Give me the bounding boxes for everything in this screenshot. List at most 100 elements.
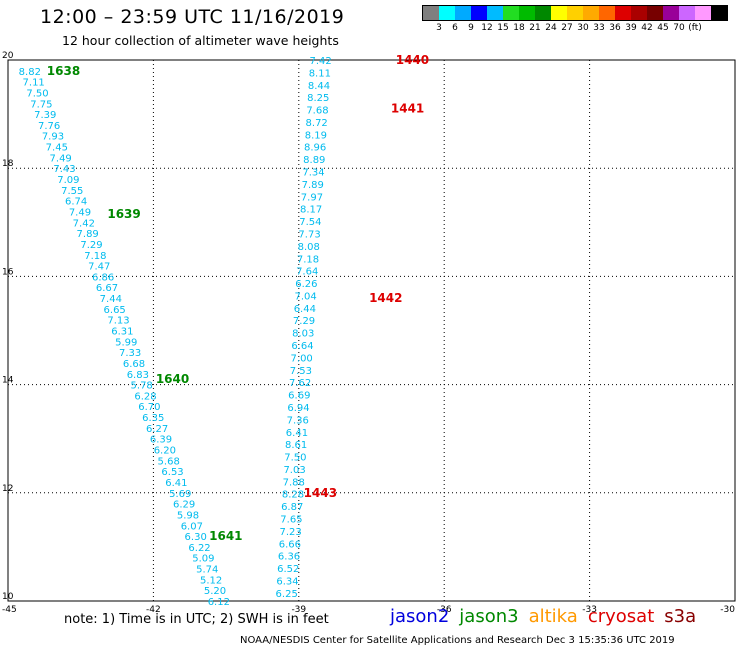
swh-value: 7.97 <box>301 192 323 203</box>
lon-tick-label: -42 <box>146 605 161 615</box>
swh-value: 6.25 <box>276 589 298 600</box>
swh-value: 7.29 <box>80 240 102 251</box>
swh-value: 6.70 <box>138 402 160 413</box>
satellite-legend-altika: altika <box>528 606 578 627</box>
legend-swatch <box>551 6 567 20</box>
legend-label: 39 <box>625 23 637 33</box>
swh-value: 6.12 <box>208 597 230 608</box>
pass-time-label: 1640 <box>156 372 189 386</box>
legend-label: 21 <box>529 23 541 33</box>
swh-value: 5.69 <box>169 489 191 500</box>
legend-label: 45 <box>657 23 669 33</box>
legend-swatch <box>711 6 727 20</box>
satellite-legend-jason3: jason3 <box>459 606 519 627</box>
swh-value: 7.18 <box>297 254 319 265</box>
legend-swatches <box>422 5 728 21</box>
lat-tick-label: 10 <box>2 592 14 602</box>
lon-tick-label: -45 <box>2 605 17 615</box>
lat-tick-label: 18 <box>2 159 14 169</box>
swh-value: 7.73 <box>298 229 320 240</box>
legend-label: 42 <box>641 23 653 33</box>
legend-label: 18 <box>513 23 525 33</box>
swh-value: 6.29 <box>173 500 195 511</box>
swh-value: 7.29 <box>293 316 315 327</box>
swh-value: 6.52 <box>277 564 299 575</box>
legend-swatch <box>439 6 455 20</box>
swh-value: 7.49 <box>50 153 72 164</box>
swh-value: 5.12 <box>200 575 222 586</box>
swh-value: 7.55 <box>61 186 83 197</box>
legend-swatch <box>471 6 487 20</box>
swh-value: 8.11 <box>309 68 331 79</box>
swh-value: 7.64 <box>296 267 318 278</box>
legend-label: 3 <box>436 23 442 33</box>
legend-swatch <box>631 6 647 20</box>
swh-value: 6.66 <box>279 539 301 550</box>
swh-value: 7.45 <box>46 143 68 154</box>
swh-value: 7.75 <box>30 99 52 110</box>
legend-label: 12 <box>481 23 493 33</box>
pass-time-label: 1443 <box>304 486 337 500</box>
lat-tick-label: 14 <box>2 376 14 386</box>
swh-value: 8.89 <box>303 155 325 166</box>
swh-value: 7.00 <box>291 353 313 364</box>
swh-value: 7.13 <box>107 316 129 327</box>
legend-swatch <box>503 6 519 20</box>
pass-time-label: 1442 <box>369 291 402 305</box>
legend-label: 30 <box>577 23 589 33</box>
lon-tick-label: -30 <box>720 605 735 615</box>
swh-value: 8.17 <box>300 205 322 216</box>
swh-value: 8.08 <box>298 242 320 253</box>
legend-label: 27 <box>561 23 573 33</box>
swh-value: 6.39 <box>150 435 172 446</box>
swh-value: 6.83 <box>127 370 149 381</box>
legend-swatch <box>567 6 583 20</box>
lat-tick-label: 12 <box>2 484 13 494</box>
page-title: 12:00 – 23:59 UTC 11/16/2019 <box>40 6 345 28</box>
swh-value: 7.50 <box>284 453 306 464</box>
swh-value: 6.41 <box>286 428 308 439</box>
swh-value: 7.23 <box>279 527 301 538</box>
swh-value: 7.62 <box>289 378 311 389</box>
swh-value: 6.69 <box>288 391 310 402</box>
swh-value: 6.41 <box>165 478 187 489</box>
swh-value: 6.30 <box>185 532 207 543</box>
swh-value: 7.11 <box>23 78 45 89</box>
swh-value: 8.96 <box>304 143 326 154</box>
pass-time-label: 1441 <box>391 102 424 116</box>
pass-time-label: 1638 <box>47 64 80 78</box>
swh-value: 7.47 <box>88 262 110 273</box>
swh-value: 7.76 <box>38 121 60 132</box>
swh-value: 7.93 <box>42 132 64 143</box>
swh-value: 6.36 <box>278 552 300 563</box>
legend-swatch <box>647 6 663 20</box>
swh-value: 6.44 <box>294 304 316 315</box>
legend-label: 9 <box>468 23 474 33</box>
swh-value: 5.78 <box>131 381 153 392</box>
swh-value: 5.99 <box>115 337 137 348</box>
swh-value: 6.26 <box>295 279 317 290</box>
swh-value: 6.34 <box>276 576 298 587</box>
satellite-legend-cryosat: cryosat <box>587 606 655 627</box>
legend-labels: 3 6 9 12 15 18 21 24 27 30 33 36 39 42 45 70 (ft) <box>422 21 728 35</box>
swh-value: 6.28 <box>134 391 156 402</box>
swh-value: 7.89 <box>302 180 324 191</box>
satellite-legend: jason2 jason3 altika cryosat s3a <box>390 606 706 627</box>
swh-value: 7.36 <box>287 415 309 426</box>
swh-value: 6.27 <box>146 424 168 435</box>
lon-tick-label: -36 <box>437 605 452 615</box>
swh-value: 7.39 <box>34 110 56 121</box>
swh-value: 6.64 <box>291 341 313 352</box>
swh-value: 5.98 <box>177 510 199 521</box>
swh-value: 7.03 <box>283 465 305 476</box>
swh-value: 6.31 <box>111 327 133 338</box>
swh-value: 8.19 <box>305 130 327 141</box>
swh-value: 8.44 <box>308 81 330 92</box>
swh-color-legend: 3 6 9 12 15 18 21 24 27 30 33 36 39 42 45 70 (ft) <box>422 5 728 35</box>
swh-value: 7.04 <box>294 291 316 302</box>
legend-swatch <box>519 6 535 20</box>
map-frame <box>7 59 736 602</box>
swh-value: 7.89 <box>77 229 99 240</box>
swh-value: 7.09 <box>57 175 79 186</box>
swh-value: 7.49 <box>69 207 91 218</box>
